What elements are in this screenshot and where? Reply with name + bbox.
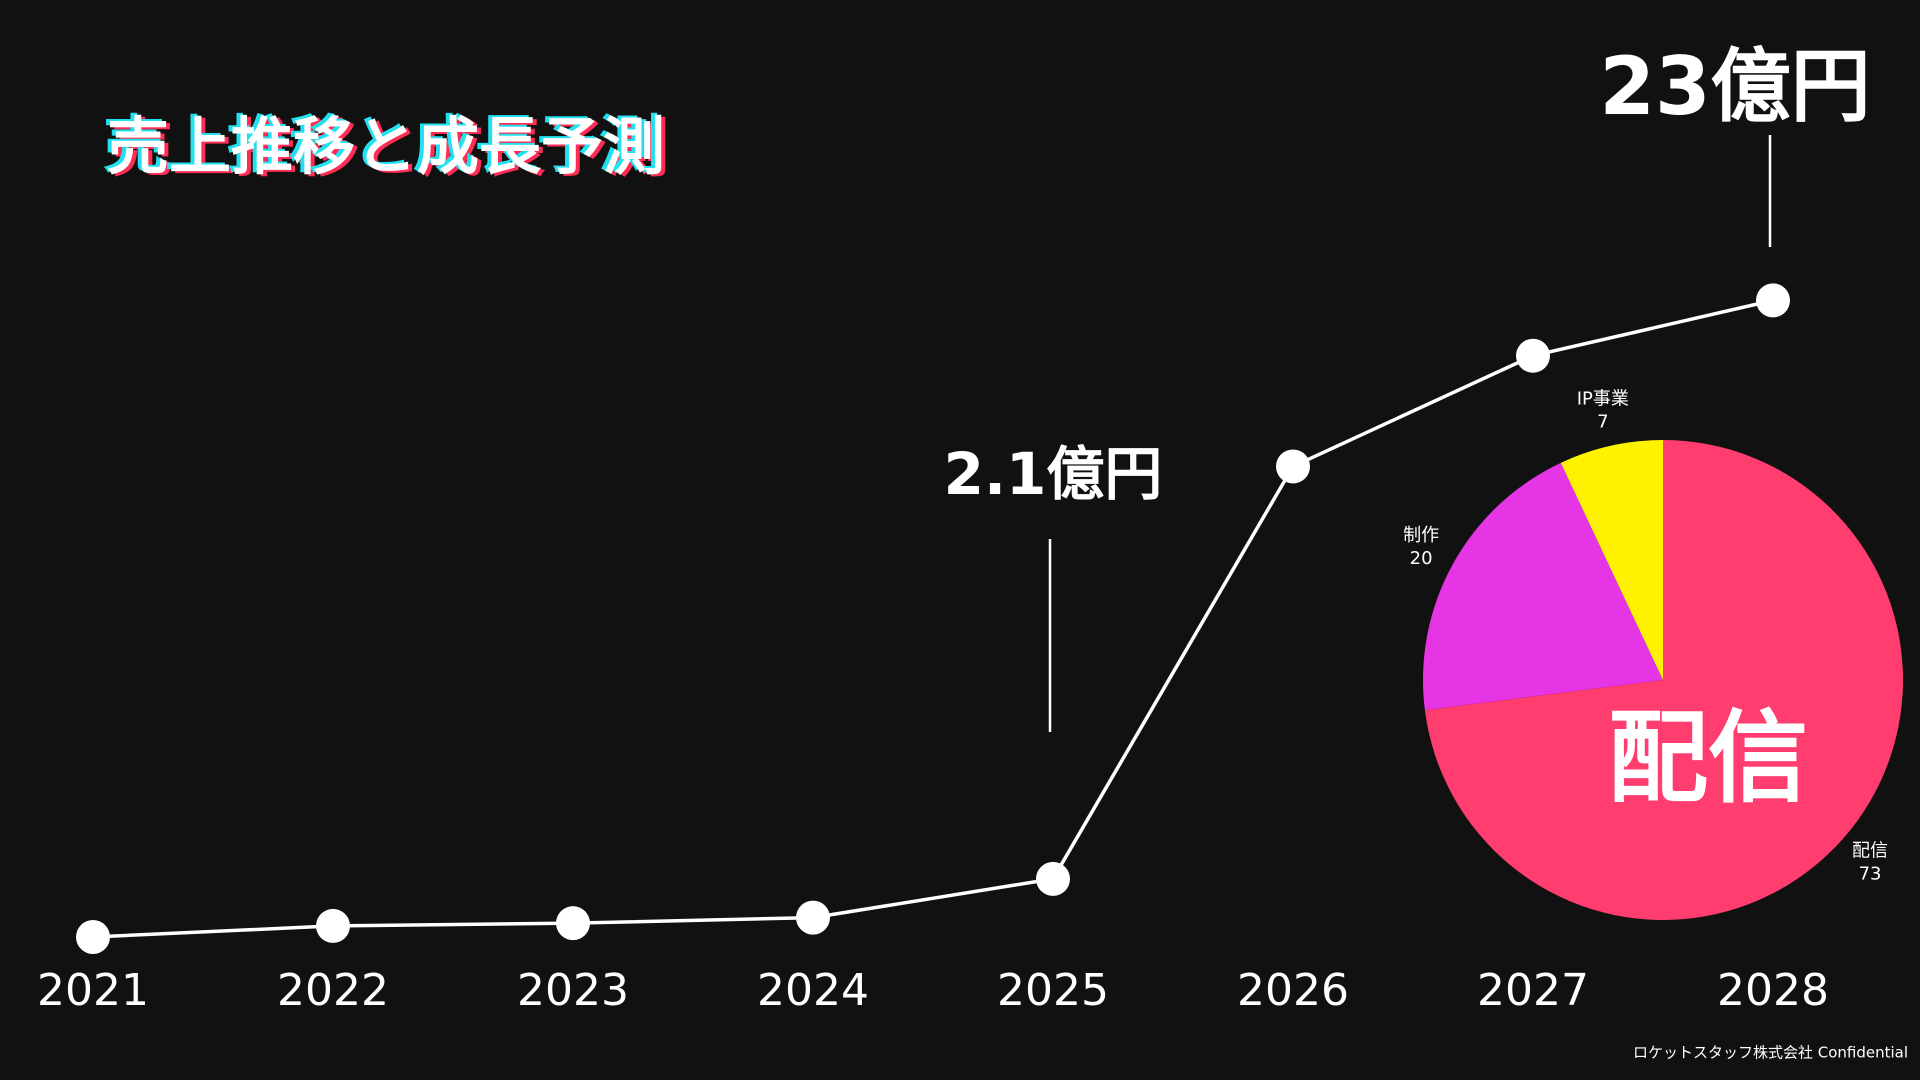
title-shadow-red: 売上推移と成長予測	[111, 112, 669, 185]
point	[1516, 338, 1550, 373]
x-tick-label: 2023	[517, 965, 629, 1016]
point	[1756, 283, 1790, 318]
slice-label: 制作	[1403, 525, 1439, 546]
x-tick-label: 2024	[757, 965, 869, 1016]
slice-value: 20	[1410, 548, 1433, 569]
point	[1036, 861, 1070, 896]
point	[76, 920, 110, 954]
slice-value: 7	[1597, 412, 1608, 433]
chart-title: 売上推移と成長予測	[107, 110, 665, 183]
point	[796, 900, 830, 935]
x-tick-label: 2022	[277, 965, 389, 1016]
point	[1276, 449, 1310, 484]
pie-slice	[1423, 462, 1663, 711]
slice-label: 配信	[1852, 841, 1888, 862]
value-label: 23億円	[1599, 40, 1870, 133]
x-tick-label: 2028	[1717, 965, 1829, 1016]
title-shadow-cyan: 売上推移と成長予測	[103, 108, 661, 181]
footer: ロケットスタッフ株式会社 Confidential	[1633, 1044, 1908, 1062]
x-tick-label: 2026	[1237, 965, 1349, 1016]
value-label: 2.1億円	[944, 440, 1163, 508]
x-tick-label: 2021	[37, 965, 149, 1016]
point	[556, 906, 590, 941]
point	[316, 908, 350, 943]
slice-value: 73	[1859, 864, 1882, 885]
x-tick-label: 2025	[997, 965, 1109, 1016]
pie-slice	[1560, 440, 1663, 680]
slice-label: IP事業	[1577, 389, 1629, 410]
x-tick-label: 2027	[1477, 965, 1589, 1016]
pie-highlight: 配信	[1608, 699, 1808, 816]
pie-slice	[1424, 440, 1903, 920]
line	[92, 298, 1774, 939]
